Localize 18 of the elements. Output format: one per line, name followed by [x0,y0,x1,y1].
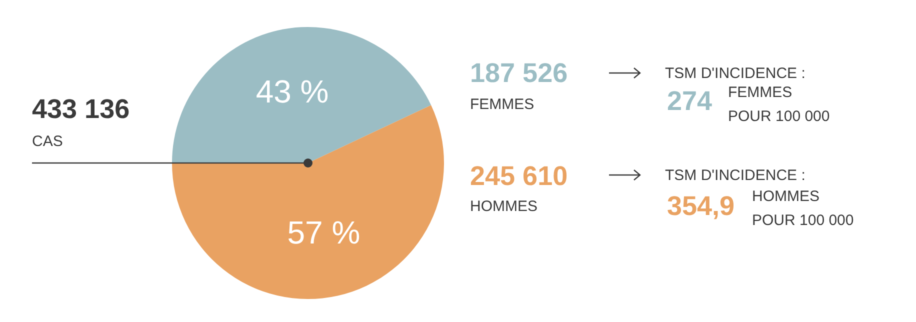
pie-slice [172,27,432,163]
data-label: 57 % [287,214,360,250]
text: HOMMES [752,188,820,205]
text: TSM D'INCIDENCE : [665,167,806,184]
text: CAS [32,133,63,150]
text: POUR 100 000 [752,212,854,229]
text: FEMMES [728,84,792,101]
text: HOMMES [470,198,538,215]
text: 274 [667,86,712,116]
pie-slice [172,105,444,299]
data-label: 43 % [256,74,329,110]
text: 187 526 [470,58,568,88]
text: TSM D'INCIDENCE : [665,65,806,82]
text: FEMMES [470,96,534,113]
text: 433 136 [32,94,130,124]
text: POUR 100 000 [728,108,830,125]
text: 245 610 [470,161,568,191]
text: 354,9 [667,191,735,221]
